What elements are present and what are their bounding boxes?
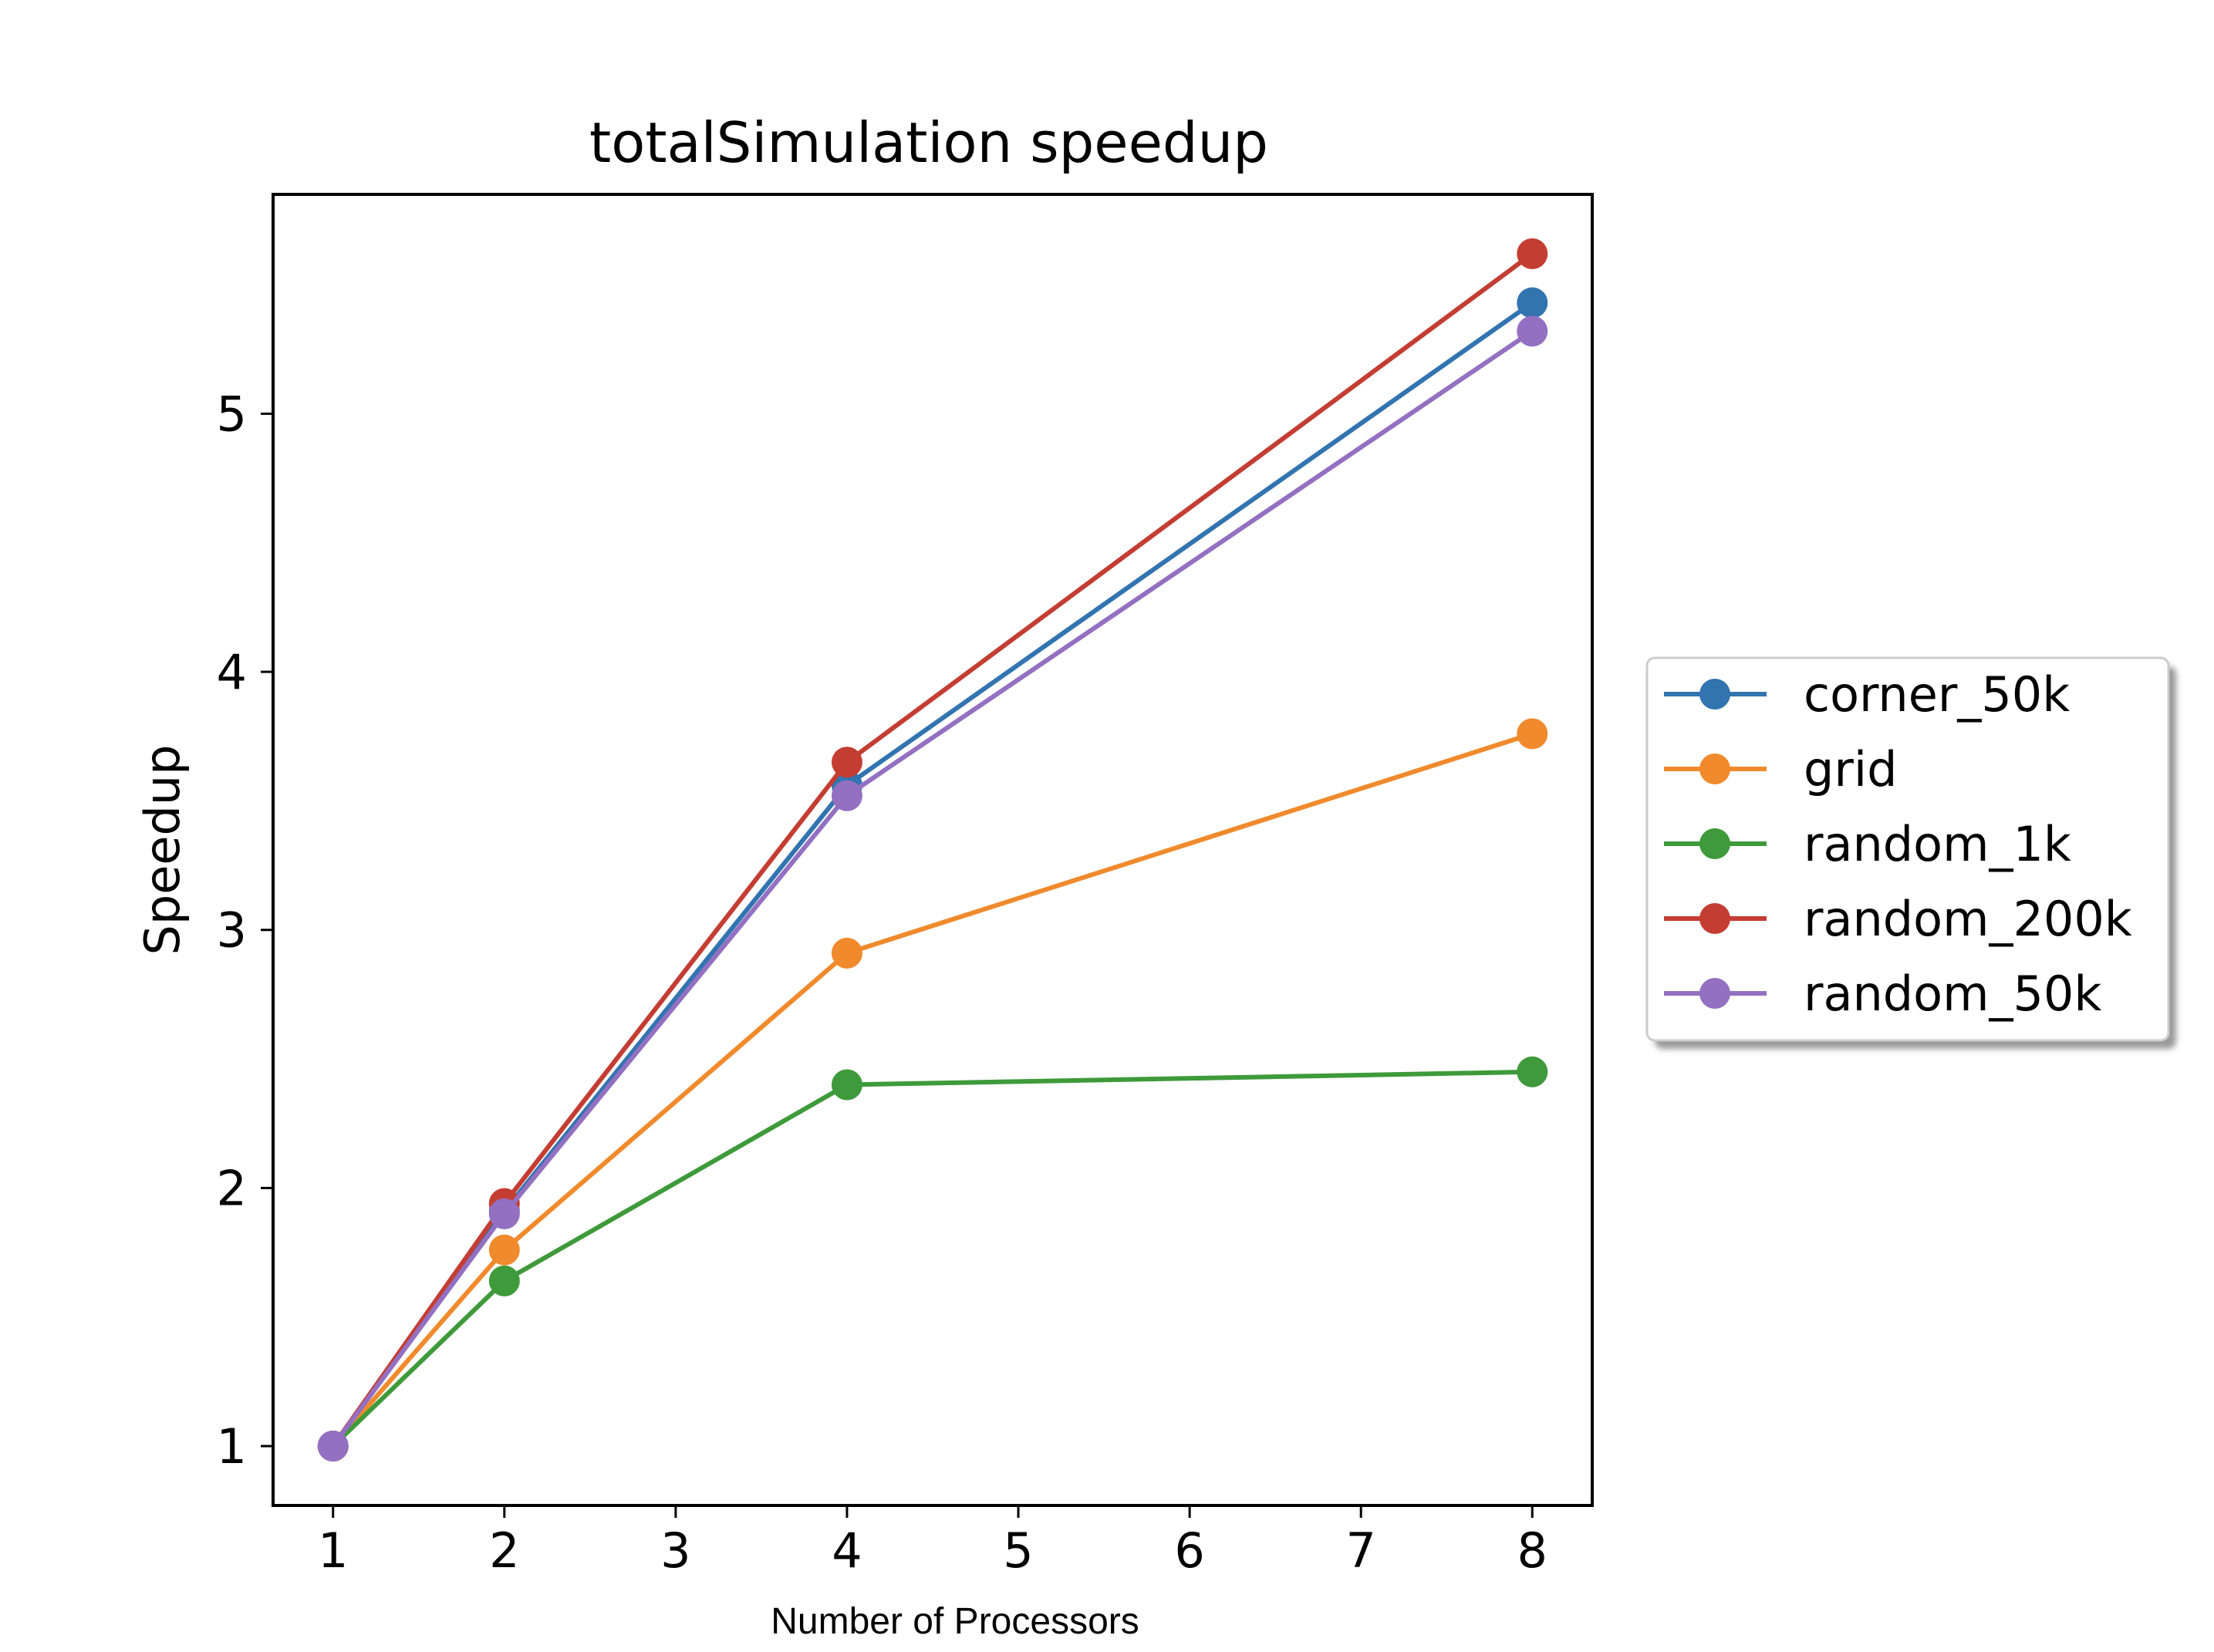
y-axis-label: Speedup — [134, 744, 191, 955]
data-point — [488, 1198, 520, 1229]
legend-label: random_200k — [1804, 891, 2132, 947]
data-point — [1517, 718, 1548, 750]
y-tick-label: 4 — [217, 644, 247, 700]
legend-marker — [1699, 679, 1730, 710]
plot-frame — [272, 193, 1594, 1507]
x-tick-label: 2 — [489, 1522, 519, 1579]
y-tick-label: 1 — [217, 1418, 247, 1475]
legend-item: random_1k — [1664, 816, 2071, 872]
x-tick-label: 1 — [318, 1522, 348, 1579]
legend-label: grid — [1804, 741, 1897, 797]
data-point — [831, 780, 862, 811]
series-line — [331, 731, 1534, 1448]
legend-item: random_200k — [1664, 891, 2132, 947]
legend-label: corner_50k — [1804, 666, 2070, 723]
data-point — [831, 1069, 862, 1101]
legend-item: grid — [1664, 741, 1897, 797]
legend-box — [1645, 656, 2170, 1042]
legend-marker — [1699, 978, 1730, 1009]
x-tick-label: 8 — [1517, 1522, 1547, 1579]
x-tick-label: 4 — [832, 1522, 862, 1579]
series-line — [331, 329, 1534, 1448]
legend-item: random_50k — [1664, 966, 2101, 1022]
legend-marker — [1699, 903, 1730, 934]
data-point — [1517, 315, 1548, 347]
data-point — [1517, 287, 1548, 319]
x-tick-label: 6 — [1174, 1522, 1204, 1579]
chart-title: totalSimulation speedup — [589, 110, 1268, 175]
legend-marker — [1699, 828, 1730, 859]
series-line — [331, 1069, 1533, 1448]
x-tick-label: 7 — [1345, 1522, 1375, 1579]
y-tick-label: 3 — [217, 902, 247, 959]
y-axis: 1 2 3 4 5 — [217, 386, 273, 1475]
series-random_50k — [317, 315, 1548, 1462]
legend-label: random_1k — [1804, 816, 2071, 872]
y-tick-label: 2 — [217, 1160, 247, 1216]
x-axis: 1 2 3 4 5 6 7 8 — [318, 1505, 1547, 1579]
plot-area — [317, 238, 1548, 1462]
data-point — [488, 1265, 520, 1296]
x-axis-label: Number of Processors — [771, 1601, 1139, 1642]
legend-item: corner_50k — [1664, 666, 2070, 723]
data-point — [1517, 238, 1548, 269]
x-tick-label: 3 — [660, 1522, 690, 1579]
data-point — [317, 1431, 349, 1462]
x-tick-label: 5 — [1003, 1522, 1033, 1579]
data-point — [831, 747, 862, 778]
legend-marker — [1699, 754, 1730, 784]
series-line — [331, 251, 1534, 1448]
data-point — [1517, 1056, 1548, 1087]
data-point — [488, 1234, 520, 1266]
data-point — [831, 937, 862, 969]
y-tick-label: 5 — [217, 386, 247, 442]
legend-label: random_50k — [1804, 966, 2101, 1022]
series-grid — [317, 718, 1548, 1462]
